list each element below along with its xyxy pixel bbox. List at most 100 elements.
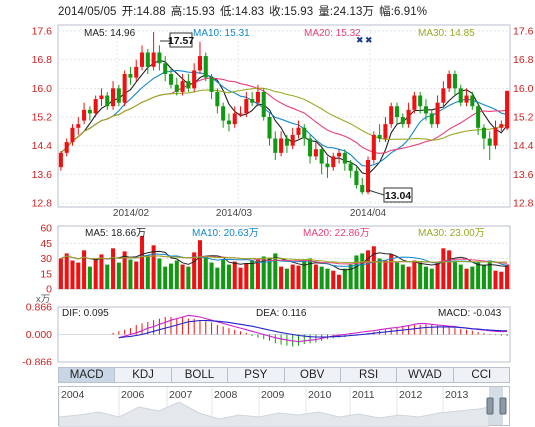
- volume-bar-down: [458, 264, 463, 289]
- tab-obv[interactable]: OBV: [285, 368, 341, 382]
- min-price-callout: 13.04: [367, 187, 413, 203]
- volume-bar-up: [371, 246, 376, 289]
- candle-down: [470, 95, 475, 107]
- candle-down: [209, 77, 214, 92]
- candle-down: [342, 152, 347, 164]
- price-date-label: 2014/04: [350, 208, 387, 219]
- price-date-label: 2014/03: [216, 208, 253, 219]
- quote-date: 2014/05/05: [58, 6, 117, 18]
- tab-kdj[interactable]: KDJ: [115, 368, 172, 382]
- candle-down: [400, 117, 405, 125]
- candle-up: [244, 99, 249, 114]
- volume-bar-up: [493, 270, 498, 289]
- candle-down: [128, 74, 133, 78]
- candle-up: [441, 88, 446, 103]
- volume-bar-up: [447, 250, 452, 289]
- tab-macd[interactable]: MACD: [59, 368, 116, 382]
- candle-up: [365, 160, 371, 193]
- volume-bar-up: [441, 248, 446, 289]
- volume-bar-down: [221, 259, 226, 289]
- indicator-tabs: MACD KDJ BOLL PSY OBV RSI WVAD CCI: [58, 367, 510, 383]
- price-tick-right: 17.6: [513, 26, 534, 38]
- volume-bar-up: [255, 258, 260, 289]
- tab-rsi[interactable]: RSI: [341, 368, 398, 382]
- timeline-selection[interactable]: [489, 387, 503, 425]
- candle-down: [319, 149, 324, 164]
- volume-bar-up: [58, 258, 63, 289]
- volume-bar-down: [116, 262, 121, 289]
- event-marker-icon: ✖: [365, 35, 373, 45]
- volume-legend: MA5: 18.66万 MA10: 20.63万 MA20: 22.86万 MA30:…: [85, 228, 485, 239]
- volume-bar-down: [302, 260, 307, 289]
- volume-bar-up: [111, 248, 116, 289]
- volume-bar-down: [348, 264, 353, 289]
- price-tick-right: 16.0: [513, 83, 534, 95]
- volume-bar-down: [394, 262, 400, 289]
- volume-bar-down: [470, 266, 475, 289]
- volume-bar-down: [209, 262, 214, 289]
- candle-up: [389, 106, 394, 125]
- timeline-left-handle[interactable]: [486, 397, 494, 415]
- candle-down: [267, 117, 272, 139]
- candle-up: [192, 70, 197, 89]
- volume-tick: 0: [46, 284, 52, 296]
- volume-bar-up: [244, 263, 249, 289]
- price-tick-right: 12.8: [513, 198, 534, 210]
- volume-bar-down: [273, 253, 278, 289]
- candle-down: [157, 52, 162, 64]
- candle-up: [412, 95, 417, 110]
- candle-up: [93, 99, 98, 114]
- quote-change: 幅:6.91%: [379, 6, 428, 18]
- quote-close: 收:15.93: [269, 6, 314, 18]
- price-legend-ma30: MA30: 14.85: [418, 28, 475, 39]
- volume-bar-down: [203, 256, 208, 289]
- candle-down: [423, 106, 429, 114]
- candle-down: [302, 127, 307, 139]
- dea-line: [118, 319, 508, 339]
- candle-up: [290, 134, 295, 146]
- price-tick-right: 15.2: [513, 112, 534, 124]
- tab-boll[interactable]: BOLL: [172, 368, 229, 382]
- macd-legend-dif: DIF: 0.095: [62, 308, 109, 319]
- volume-bar-up: [180, 264, 185, 289]
- price-tick-right: 13.6: [513, 169, 534, 181]
- volume-bar-down: [360, 253, 365, 289]
- volume-bar-down: [423, 266, 429, 289]
- volume-bar-up: [406, 266, 411, 289]
- event-markers: ✖ ✖: [356, 35, 373, 45]
- candle-down: [221, 106, 226, 121]
- timeline-navigator[interactable]: 2004 2006 2007 2008 2009 2010 2011 2012 2013: [58, 386, 510, 427]
- candle-down: [481, 127, 486, 139]
- price-tick-right: 16.8: [513, 54, 534, 66]
- candle-up: [76, 124, 81, 128]
- candle-up: [58, 152, 63, 168]
- price-tick-left: 13.6: [32, 169, 53, 181]
- volume-bar-down: [157, 258, 162, 289]
- macd-tick: -0.866: [22, 357, 52, 366]
- timeline-year-label: 2004: [61, 389, 85, 401]
- timeline-year-label: 2007: [169, 389, 193, 401]
- volume-bar-up: [139, 236, 145, 289]
- candle-up: [99, 95, 104, 100]
- candle-down: [163, 63, 168, 74]
- timeline-year-label: 2013: [445, 389, 469, 401]
- price-panel[interactable]: [57, 24, 511, 208]
- volume-bar-up: [296, 265, 301, 289]
- volume-bar-up: [279, 266, 284, 289]
- macd-legend: DIF: 0.095 DEA: 0.116 MACD: -0.043: [62, 308, 502, 319]
- volume-bar-down: [487, 260, 492, 289]
- price-legend-ma10: MA10: 15.31: [193, 28, 250, 39]
- candle-up: [493, 127, 498, 146]
- timeline-year-label: 2009: [261, 389, 285, 401]
- volume-bar-down: [186, 266, 191, 289]
- tab-psy[interactable]: PSY: [228, 368, 285, 382]
- tab-cci[interactable]: CCI: [471, 369, 492, 381]
- volume-tick: 45: [40, 238, 52, 250]
- price-tick-left: 12.8: [32, 198, 53, 210]
- stock-chart[interactable]: 17.6 17.6 16.8 16.8 16.0 16.0 15.2 15.2 14.4 14.4…: [0, 0, 535, 365]
- tab-wvad[interactable]: WVAD: [397, 368, 454, 382]
- timeline-right-handle[interactable]: [499, 397, 507, 415]
- volume-bar-up: [76, 262, 81, 289]
- macd-tick: 0.866: [26, 302, 52, 314]
- candle-down: [394, 106, 400, 117]
